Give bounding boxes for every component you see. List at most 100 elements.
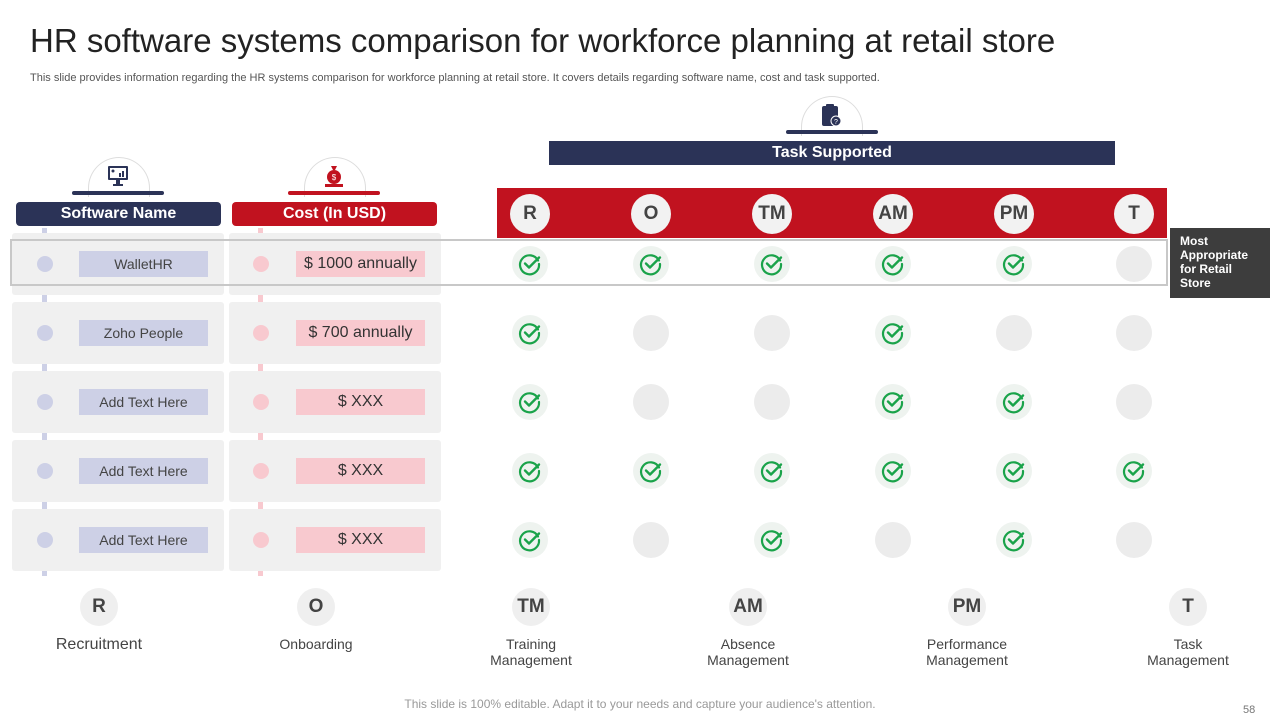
unsupported-empty-cell: [633, 522, 669, 558]
task-column-header: AM: [873, 194, 913, 234]
check-circle-icon: [638, 458, 664, 484]
header-bar: [786, 130, 878, 134]
timeline-dot: [253, 532, 269, 548]
check-circle-icon: [759, 527, 785, 553]
unsupported-empty-cell: [754, 315, 790, 351]
task-supported-header: Task Supported: [549, 141, 1115, 165]
supported-check-cell: [875, 246, 911, 282]
supported-check-cell: [875, 453, 911, 489]
header-bar: [72, 191, 164, 195]
software-name: Zoho People: [79, 320, 208, 346]
supported-check-cell: [754, 246, 790, 282]
software-cost: $ 700 annually: [296, 320, 425, 346]
legend-label: Recruitment: [55, 636, 143, 653]
timeline-dot: [253, 256, 269, 272]
task-column-header: T: [1114, 194, 1154, 234]
check-circle-icon: [517, 320, 543, 346]
check-circle-icon: [517, 251, 543, 277]
unsupported-empty-cell: [875, 522, 911, 558]
header-bar: [288, 191, 380, 195]
timeline-dot: [37, 325, 53, 341]
supported-check-cell: [996, 453, 1032, 489]
supported-check-cell: [875, 315, 911, 351]
legend-abbr: T: [1169, 588, 1207, 626]
supported-check-cell: [512, 453, 548, 489]
software-cost: $ XXX: [296, 527, 425, 553]
check-circle-icon: [638, 251, 664, 277]
cost-header: Cost (In USD): [232, 202, 437, 226]
legend-label: Task Management: [1147, 636, 1229, 668]
supported-check-cell: [996, 522, 1032, 558]
task-column-header: TM: [752, 194, 792, 234]
unsupported-empty-cell: [996, 315, 1032, 351]
check-circle-icon: [759, 458, 785, 484]
timeline-dot: [37, 394, 53, 410]
check-circle-icon: [1001, 251, 1027, 277]
unsupported-empty-cell: [754, 384, 790, 420]
check-circle-icon: [1001, 389, 1027, 415]
legend-label: Onboarding: [279, 636, 353, 652]
check-circle-icon: [1121, 458, 1147, 484]
software-name-header: Software Name: [16, 202, 221, 226]
unsupported-empty-cell: [1116, 522, 1152, 558]
supported-check-cell: [1116, 453, 1152, 489]
legend-abbr: TM: [512, 588, 550, 626]
supported-check-cell: [512, 246, 548, 282]
timeline-dot: [253, 325, 269, 341]
supported-check-cell: [512, 384, 548, 420]
supported-check-cell: [633, 453, 669, 489]
supported-check-cell: [754, 453, 790, 489]
check-circle-icon: [517, 527, 543, 553]
unsupported-empty-cell: [1116, 246, 1152, 282]
check-circle-icon: [880, 458, 906, 484]
check-circle-icon: [880, 251, 906, 277]
supported-check-cell: [754, 522, 790, 558]
software-cost: $ XXX: [296, 389, 425, 415]
software-name: Add Text Here: [79, 527, 208, 553]
timeline-dot: [37, 463, 53, 479]
svg-text:?: ?: [834, 119, 838, 126]
task-column-header: O: [631, 194, 671, 234]
check-circle-icon: [759, 251, 785, 277]
software-name: WalletHR: [79, 251, 208, 277]
legend-abbr: PM: [948, 588, 986, 626]
page-number: 58: [1243, 704, 1256, 716]
check-circle-icon: [1001, 527, 1027, 553]
unsupported-empty-cell: [633, 384, 669, 420]
legend-label: Training Management: [490, 636, 572, 668]
highlight-row-frame: [10, 239, 1168, 286]
software-cost: $ XXX: [296, 458, 425, 484]
task-column-header: PM: [994, 194, 1034, 234]
legend-label: Performance Management: [926, 636, 1008, 668]
timeline-dot: [253, 394, 269, 410]
check-circle-icon: [517, 458, 543, 484]
unsupported-empty-cell: [1116, 315, 1152, 351]
task-columns-band: [497, 188, 1167, 238]
supported-check-cell: [996, 384, 1032, 420]
legend-abbr: R: [80, 588, 118, 626]
svg-text:$: $: [332, 173, 337, 182]
supported-check-cell: [633, 246, 669, 282]
page-subtitle: This slide provides information regardin…: [30, 72, 880, 84]
supported-check-cell: [875, 384, 911, 420]
software-cost: $ 1000 annually: [296, 251, 425, 277]
monitor-chart-icon: [107, 165, 129, 192]
legend-label: Absence Management: [707, 636, 789, 668]
money-bag-icon: $: [323, 164, 345, 193]
supported-check-cell: [512, 522, 548, 558]
check-circle-icon: [1001, 458, 1027, 484]
supported-check-cell: [996, 246, 1032, 282]
unsupported-empty-cell: [1116, 384, 1152, 420]
timeline-dot: [253, 463, 269, 479]
unsupported-empty-cell: [633, 315, 669, 351]
supported-check-cell: [512, 315, 548, 351]
task-column-header: R: [510, 194, 550, 234]
callout-most-appropriate: Most Appropriate for Retail Store: [1170, 228, 1270, 298]
page-title: HR software systems comparison for workf…: [30, 22, 1056, 59]
check-circle-icon: [880, 320, 906, 346]
legend-abbr: AM: [729, 588, 767, 626]
software-name: Add Text Here: [79, 458, 208, 484]
legend-abbr: O: [297, 588, 335, 626]
clipboard-question-icon: ?: [820, 103, 842, 132]
software-name: Add Text Here: [79, 389, 208, 415]
